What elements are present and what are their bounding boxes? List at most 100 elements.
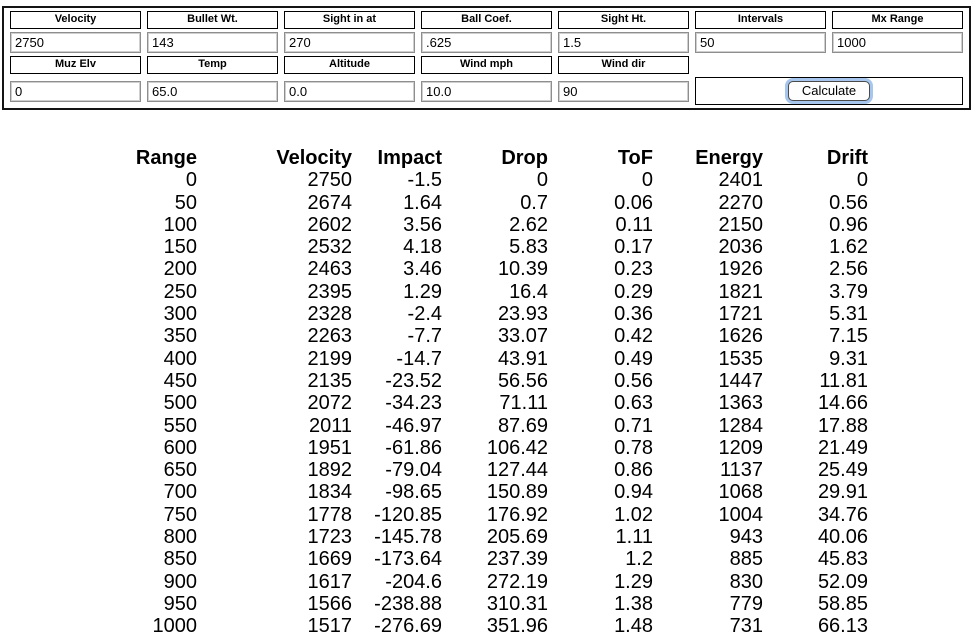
table-row: 850 1669 -173.64 237.39 1.2 885 45.83 xyxy=(92,548,868,570)
field-label-sight-ht: Sight Ht. xyxy=(558,11,689,29)
table-row: 250 2395 1.29 16.4 0.29 1821 3.79 xyxy=(92,281,868,303)
table-cell: 2199 xyxy=(307,347,353,370)
altitude-input[interactable] xyxy=(284,80,415,102)
table-cell: 237.39 xyxy=(486,548,548,571)
table-cell: 0 xyxy=(185,169,197,192)
input-form-table: Velocity Bullet Wt. Sight in at Ball Coe… xyxy=(4,8,969,108)
results-table-body: Range Velocity Impact Drop ToF Energy Drift 0 27… xyxy=(92,147,868,633)
table-cell: 0.71 xyxy=(614,414,653,437)
field-label-wind-mph: Wind mph xyxy=(421,56,552,74)
table-cell: 1068 xyxy=(718,481,764,504)
table-cell: 351.96 xyxy=(486,615,548,633)
calculate-button[interactable]: Calculate xyxy=(787,81,871,101)
table-cell: 750 xyxy=(163,503,197,526)
table-cell: 0.63 xyxy=(614,392,653,415)
table-cell: 10.39 xyxy=(497,258,548,281)
table-cell: 4.18 xyxy=(403,236,442,259)
table-cell: 2463 xyxy=(307,258,353,281)
form-label-row-2: Muz Elv Temp Altitude Wind mph Wind dir xyxy=(10,56,963,74)
table-cell: 21.49 xyxy=(817,436,868,459)
table-cell: 2401 xyxy=(718,169,764,192)
wind-mph-input[interactable] xyxy=(421,80,552,102)
table-cell: 0.17 xyxy=(614,236,653,259)
table-row: 50 2674 1.64 0.7 0.06 2270 0.56 xyxy=(92,192,868,214)
table-cell: 830 xyxy=(729,570,763,593)
intervals-input[interactable] xyxy=(695,32,826,53)
temp-input[interactable] xyxy=(147,80,278,102)
column-header: Velocity xyxy=(276,147,352,169)
wind-dir-input[interactable] xyxy=(558,80,689,102)
field-label-velocity: Velocity xyxy=(10,11,141,29)
ballistics-input-form: Velocity Bullet Wt. Sight in at Ball Coe… xyxy=(2,6,971,110)
table-cell: 5.31 xyxy=(829,303,868,326)
mx-range-input[interactable] xyxy=(832,32,963,53)
table-cell: 272.19 xyxy=(486,570,548,593)
table-cell: 1951 xyxy=(307,436,353,459)
column-header: Energy xyxy=(695,147,763,169)
table-cell: 0.86 xyxy=(614,459,653,482)
table-cell: 2036 xyxy=(718,236,764,259)
table-cell: 731 xyxy=(729,615,763,633)
table-cell: 100 xyxy=(163,213,197,236)
table-row: 300 2328 -2.4 23.93 0.36 1721 5.31 xyxy=(92,303,868,325)
table-cell: 779 xyxy=(729,592,763,615)
sight-in-at-input[interactable] xyxy=(284,32,415,53)
table-cell: 1.29 xyxy=(614,570,653,593)
table-cell: 200 xyxy=(163,258,197,281)
table-cell: 1.2 xyxy=(625,548,653,571)
table-cell: 2135 xyxy=(307,369,353,392)
table-cell: 1.64 xyxy=(403,191,442,214)
form-label-row-1: Velocity Bullet Wt. Sight in at Ball Coe… xyxy=(10,11,963,29)
table-cell: 50 xyxy=(174,191,197,214)
table-cell: 900 xyxy=(163,570,197,593)
table-cell: 1137 xyxy=(719,459,763,482)
table-cell: 1721 xyxy=(718,303,764,326)
table-row: 100 2602 3.56 2.62 0.11 2150 0.96 xyxy=(92,214,868,236)
table-cell: 3.79 xyxy=(829,280,868,303)
table-cell: -7.7 xyxy=(407,325,442,348)
table-cell: 127.44 xyxy=(486,459,548,482)
column-header: ToF xyxy=(617,147,653,169)
sight-ht-input[interactable] xyxy=(558,32,689,53)
table-cell: 0 xyxy=(536,169,548,192)
table-row: 200 2463 3.46 10.39 0.23 1926 2.56 xyxy=(92,258,868,280)
table-cell: 2674 xyxy=(307,191,353,214)
column-header: Impact xyxy=(377,147,442,169)
table-cell: 3.56 xyxy=(403,213,442,236)
table-cell: 17.88 xyxy=(817,414,868,437)
table-cell: 700 xyxy=(163,481,197,504)
table-cell: 0.78 xyxy=(614,436,653,459)
column-header: Drift xyxy=(826,147,868,169)
table-cell: 205.69 xyxy=(486,526,548,549)
velocity-input[interactable] xyxy=(10,32,141,53)
calculate-cell: Calculate xyxy=(695,77,963,105)
table-cell: 250 xyxy=(163,280,197,303)
ball-coef-input[interactable] xyxy=(421,32,552,53)
form-input-row-2: Calculate xyxy=(10,77,963,105)
table-cell: -14.7 xyxy=(396,347,442,370)
table-cell: 0.06 xyxy=(614,191,653,214)
field-label-muz-elv: Muz Elv xyxy=(10,56,141,74)
table-cell: 650 xyxy=(163,459,197,482)
table-cell: 52.09 xyxy=(817,570,868,593)
table-row: 150 2532 4.18 5.83 0.17 2036 1.62 xyxy=(92,236,868,258)
table-cell: -46.97 xyxy=(385,414,442,437)
table-cell: 1723 xyxy=(307,526,353,549)
table-cell: 1.29 xyxy=(403,280,442,303)
field-label-ball-coef: Ball Coef. xyxy=(421,11,552,29)
table-cell: 43.91 xyxy=(497,347,548,370)
table-cell: 885 xyxy=(729,548,763,571)
table-cell: 850 xyxy=(163,548,197,571)
table-cell: 1.02 xyxy=(614,503,653,526)
table-cell: 2263 xyxy=(307,325,353,348)
table-cell: 0.11 xyxy=(615,213,653,236)
table-cell: 950 xyxy=(163,592,197,615)
table-row: 550 2011 -46.97 87.69 0.71 1284 17.88 xyxy=(92,415,868,437)
muz-elv-input[interactable] xyxy=(10,80,141,102)
table-cell: 1821 xyxy=(718,280,764,303)
table-cell: 550 xyxy=(163,414,197,437)
bullet-wt-input[interactable] xyxy=(147,32,278,53)
table-row: 800 1723 -145.78 205.69 1.11 943 40.06 xyxy=(92,526,868,548)
table-cell: 87.69 xyxy=(497,414,548,437)
table-cell: 14.66 xyxy=(817,392,868,415)
